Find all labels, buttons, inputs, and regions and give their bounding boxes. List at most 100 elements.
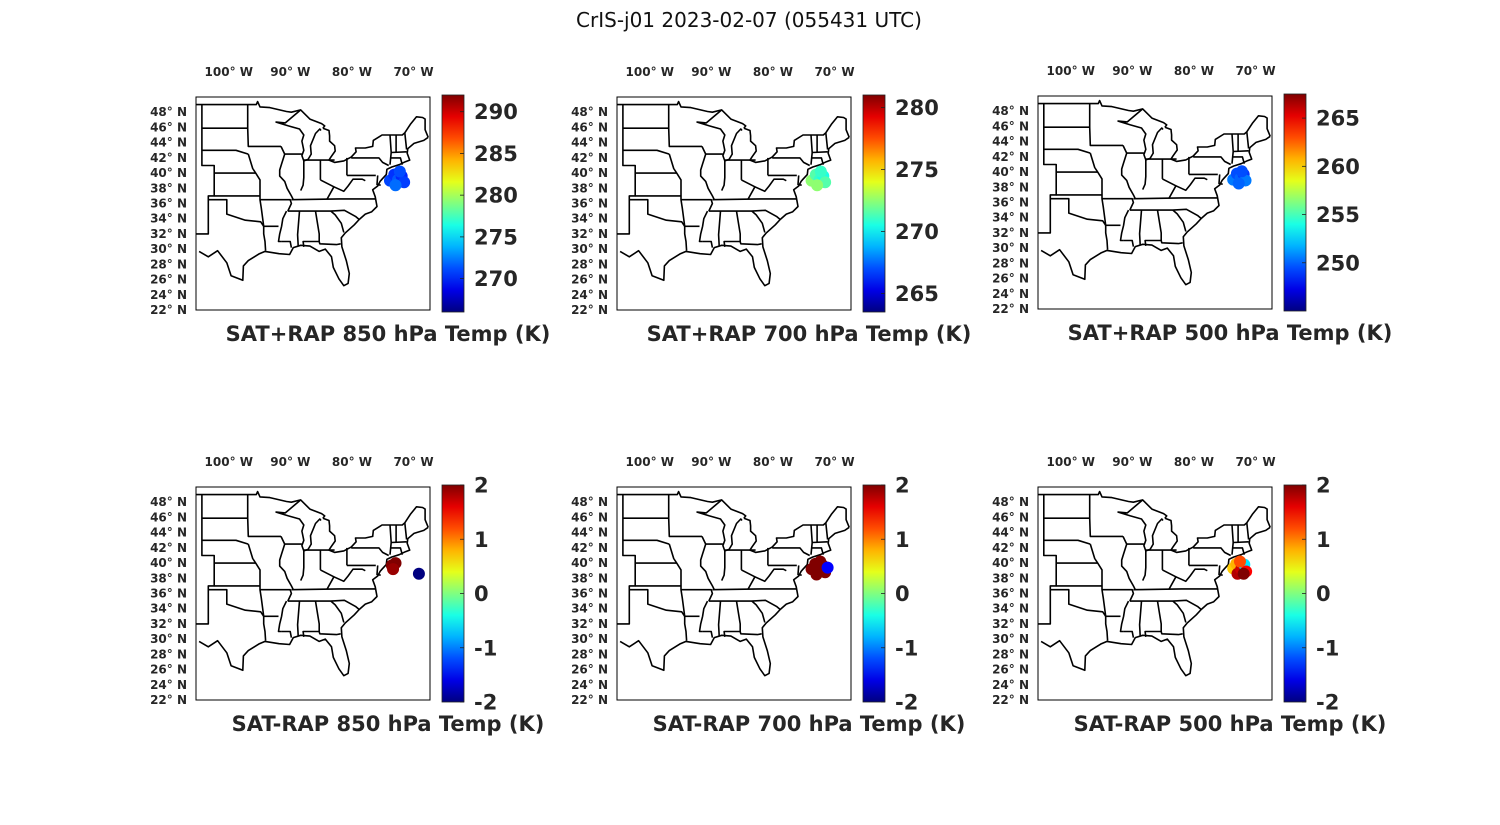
panel-title: SAT-RAP 850 hPa Temp (K)	[232, 712, 545, 736]
observation-point	[413, 568, 425, 580]
lon-tick-label: 100° W	[626, 455, 674, 469]
lat-tick-label: 22° N	[992, 693, 1029, 707]
lat-tick-label: 44° N	[571, 526, 608, 540]
lat-tick-label: 40° N	[571, 556, 608, 570]
colorbar-tick-label: 265	[895, 282, 939, 306]
lat-tick-label: 38° N	[992, 180, 1029, 194]
colorbar-tick-label: -2	[474, 691, 497, 715]
lat-tick-label: 22° N	[150, 693, 187, 707]
boundary-line	[291, 589, 375, 590]
lon-tick-label: 100° W	[626, 65, 674, 79]
colorbar-tick-label: 0	[895, 582, 910, 606]
lat-tick-label: 26° N	[571, 273, 608, 287]
lat-tick-label: 26° N	[992, 272, 1029, 286]
lat-tick-label: 42° N	[992, 150, 1029, 164]
lon-tick-label: 80° W	[753, 65, 793, 79]
lat-tick-label: 46° N	[150, 510, 187, 524]
colorbar-tick-label: 2	[474, 474, 489, 498]
observation-point	[1233, 177, 1245, 189]
lon-tick-label: 90° W	[1112, 64, 1152, 78]
boundary-line	[391, 542, 406, 543]
lon-tick-label: 70° W	[393, 455, 433, 469]
figure-title: CrIS-j01 2023-02-07 (055431 UTC)	[576, 8, 922, 32]
lat-tick-label: 36° N	[992, 587, 1029, 601]
lat-tick-label: 22° N	[571, 693, 608, 707]
lat-tick-label: 26° N	[992, 663, 1029, 677]
lat-tick-label: 30° N	[150, 632, 187, 646]
lat-tick-label: 34° N	[150, 602, 187, 616]
lat-tick-label: 24° N	[571, 678, 608, 692]
colorbar-tick-label: 255	[1316, 203, 1360, 227]
lat-tick-label: 26° N	[571, 663, 608, 677]
colorbar-tick-label: 2	[1316, 474, 1331, 498]
colorbar	[1284, 94, 1306, 311]
observation-point	[811, 179, 823, 191]
colorbar-tick-label: 1	[1316, 528, 1331, 552]
colorbar-tick-label: 290	[474, 100, 518, 124]
lat-tick-label: 24° N	[992, 678, 1029, 692]
lat-tick-label: 28° N	[571, 647, 608, 661]
lat-tick-label: 30° N	[571, 242, 608, 256]
colorbar-tick-label: -1	[895, 636, 918, 660]
panel-title: SAT-RAP 700 hPa Temp (K)	[653, 712, 966, 736]
lat-tick-label: 28° N	[150, 647, 187, 661]
lat-tick-label: 24° N	[571, 288, 608, 302]
lat-tick-label: 42° N	[571, 151, 608, 165]
lat-tick-label: 32° N	[571, 617, 608, 631]
lat-tick-label: 40° N	[150, 166, 187, 180]
lon-tick-label: 100° W	[205, 455, 253, 469]
lat-tick-label: 42° N	[150, 151, 187, 165]
lat-tick-label: 40° N	[150, 556, 187, 570]
colorbar-tick-label: 270	[474, 267, 518, 291]
map-panel-sat-plus-rap-700: 100° W 90° W 80° W 70° W48° N46° N44° N42° …	[571, 65, 971, 346]
colorbar-tick-label: 275	[474, 225, 518, 249]
lat-tick-label: 44° N	[571, 136, 608, 150]
lat-tick-label: 26° N	[150, 273, 187, 287]
map-panel-sat-minus-rap-700: 100° W 90° W 80° W 70° W48° N46° N44° N42° …	[571, 455, 965, 736]
lon-tick-label: 80° W	[753, 455, 793, 469]
lat-tick-label: 42° N	[150, 541, 187, 555]
panel-title: SAT+RAP 700 hPa Temp (K)	[647, 322, 972, 346]
colorbar-tick-label: 275	[895, 158, 939, 182]
observation-point	[394, 166, 406, 178]
lat-tick-label: 38° N	[150, 571, 187, 585]
lat-tick-label: 48° N	[992, 495, 1029, 509]
lat-tick-label: 30° N	[992, 241, 1029, 255]
lat-tick-label: 22° N	[571, 303, 608, 317]
lat-tick-label: 30° N	[992, 632, 1029, 646]
lat-tick-label: 48° N	[992, 104, 1029, 118]
observation-point	[1234, 556, 1246, 568]
lon-tick-label: 90° W	[691, 65, 731, 79]
boundary-line	[812, 152, 827, 153]
colorbar-tick-label: 280	[474, 184, 518, 208]
colorbar-tick-label: 2	[895, 474, 910, 498]
boundary-line	[712, 589, 796, 590]
lat-tick-label: 28° N	[992, 256, 1029, 270]
lon-tick-label: 80° W	[1174, 455, 1214, 469]
lon-tick-label: 90° W	[1112, 455, 1152, 469]
lon-tick-label: 90° W	[691, 455, 731, 469]
colorbar-tick-label: -1	[474, 636, 497, 660]
boundary-line	[1233, 151, 1248, 152]
colorbar-tick-label: 265	[1316, 107, 1360, 131]
lat-tick-label: 36° N	[150, 197, 187, 211]
lat-tick-label: 28° N	[150, 257, 187, 271]
lat-tick-label: 24° N	[992, 287, 1029, 301]
boundary-line	[391, 152, 406, 153]
colorbar-tick-label: 1	[474, 528, 489, 552]
colorbar	[863, 95, 885, 312]
lon-tick-label: 70° W	[814, 65, 854, 79]
colorbar-tick-label: 250	[1316, 251, 1360, 275]
map-panel-sat-minus-rap-500: 100° W 90° W 80° W 70° W48° N46° N44° N42° …	[992, 455, 1386, 736]
boundary-line	[1233, 542, 1248, 543]
lat-tick-label: 40° N	[992, 556, 1029, 570]
boundary-line	[812, 542, 827, 543]
lat-tick-label: 46° N	[150, 120, 187, 134]
lat-tick-label: 32° N	[150, 617, 187, 631]
lat-tick-label: 22° N	[150, 303, 187, 317]
lat-tick-label: 36° N	[150, 587, 187, 601]
panel-title: SAT+RAP 500 hPa Temp (K)	[1068, 321, 1393, 345]
observation-point	[1236, 165, 1248, 177]
lat-tick-label: 38° N	[150, 181, 187, 195]
lat-tick-label: 46° N	[992, 119, 1029, 133]
